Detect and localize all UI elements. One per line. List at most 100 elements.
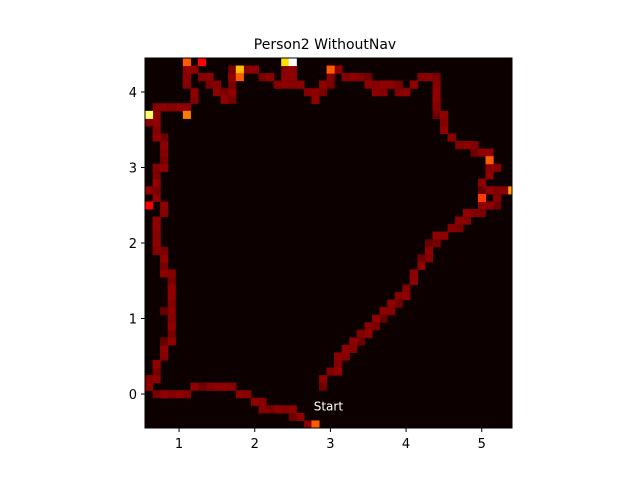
heatmap-cells [145, 58, 512, 428]
heatmap-cell [281, 405, 290, 414]
y-tick-label: 1 [129, 313, 137, 328]
heatmap-cell [462, 141, 471, 150]
heatmap-cell [160, 163, 169, 172]
heatmap-cell [152, 367, 161, 376]
plot-area [145, 58, 512, 428]
heatmap-cell [432, 103, 441, 112]
heatmap-cell [160, 133, 169, 142]
heatmap-cell [288, 405, 297, 414]
heatmap-cell [334, 352, 343, 361]
chart-title: Person2 WithoutNav [254, 37, 396, 53]
heatmap-cell [250, 65, 260, 74]
heatmap-cell [175, 103, 184, 112]
y-tick-label: 3 [129, 161, 137, 176]
heatmap-cell [160, 261, 169, 270]
heatmap-cell [311, 420, 320, 428]
heatmap-cell [228, 73, 237, 82]
heatmap-cell [500, 186, 509, 195]
heatmap-cell [243, 65, 252, 74]
heatmap-cell [152, 163, 161, 172]
heatmap-cell [145, 382, 154, 391]
heatmap-cell [182, 390, 191, 399]
heatmap-cell [152, 231, 161, 240]
heatmap-cell [152, 110, 161, 119]
heatmap-cell [440, 110, 449, 119]
heatmap-cell [145, 375, 154, 384]
heatmap-cell [182, 110, 191, 119]
heatmap-cell [258, 405, 267, 414]
heatmap-cell [213, 80, 222, 89]
heatmap-cell [296, 412, 305, 421]
heatmap-cell [424, 239, 434, 248]
heatmap-cell [387, 299, 396, 308]
heatmap-cell [341, 344, 350, 353]
heatmap-cell [167, 276, 176, 286]
heatmap-cell [477, 193, 487, 202]
y-tick-label: 0 [129, 388, 137, 403]
heatmap-cell [197, 382, 207, 391]
y-tick-label: 4 [129, 86, 137, 101]
heatmap-cell [432, 80, 441, 89]
heatmap-cell [470, 209, 479, 218]
heatmap-cell [379, 80, 388, 89]
heatmap-cell [190, 382, 199, 391]
heatmap-cell [387, 307, 396, 316]
heatmap-cell [182, 65, 191, 74]
heatmap-cell [417, 261, 426, 270]
heatmap-cell [145, 186, 154, 195]
heatmap-cell [432, 231, 441, 240]
heatmap-cell [402, 292, 411, 301]
heatmap-cell [152, 360, 161, 369]
heatmap-cell [447, 133, 456, 142]
heatmap-cell [152, 178, 161, 187]
heatmap-cell [152, 103, 161, 112]
heatmap-cell [319, 382, 328, 391]
heatmap-cell [228, 88, 237, 97]
heatmap-cell [160, 254, 169, 263]
y-axis: 0 1 2 3 4 [129, 86, 145, 403]
heatmap-cell [152, 125, 161, 135]
heatmap-cell [213, 382, 222, 391]
heatmap-cell [288, 73, 297, 82]
heatmap-cell [477, 186, 487, 195]
heatmap-cell [258, 397, 267, 406]
y-tick-label: 2 [129, 237, 137, 252]
heatmap-cell [197, 73, 207, 82]
heatmap-cell [349, 73, 358, 82]
heatmap-cell [493, 193, 502, 202]
heatmap-cell [341, 73, 350, 82]
heatmap-cell [160, 352, 169, 361]
heatmap-cell [160, 103, 169, 112]
x-axis: 1 2 3 4 5 [175, 428, 486, 452]
heatmap-cell [167, 314, 176, 323]
heatmap-cell [356, 329, 365, 338]
heatmap-cell [447, 224, 456, 233]
heatmap-cell [364, 73, 373, 82]
heatmap-cell [160, 337, 169, 346]
heatmap-cell [455, 141, 464, 150]
heatmap-cell [485, 148, 494, 157]
heatmap-cell [281, 73, 290, 82]
heatmap-cell [182, 80, 191, 89]
heatmap-cell [152, 390, 161, 399]
heatmap-cell [485, 201, 494, 210]
heatmap-cell [477, 148, 487, 157]
heatmap-cell [152, 118, 161, 127]
heatmap-cell [266, 405, 275, 414]
heatmap-cell [372, 88, 381, 97]
heatmap-cell [160, 141, 169, 150]
heatmap-cell [145, 118, 154, 127]
heatmap-cell [387, 80, 396, 89]
heatmap-cell [167, 292, 176, 301]
heatmap-cell [424, 73, 434, 82]
heatmap-cell [372, 314, 381, 323]
heatmap-cell [417, 254, 426, 263]
x-tick-label: 4 [402, 437, 410, 452]
heatmap-cell [394, 88, 403, 97]
heatmap-cell [160, 156, 169, 165]
heatmap-cell [288, 65, 297, 74]
heatmap-cell [379, 314, 388, 323]
heatmap-cell [281, 65, 290, 74]
heatmap-cell [228, 382, 237, 391]
